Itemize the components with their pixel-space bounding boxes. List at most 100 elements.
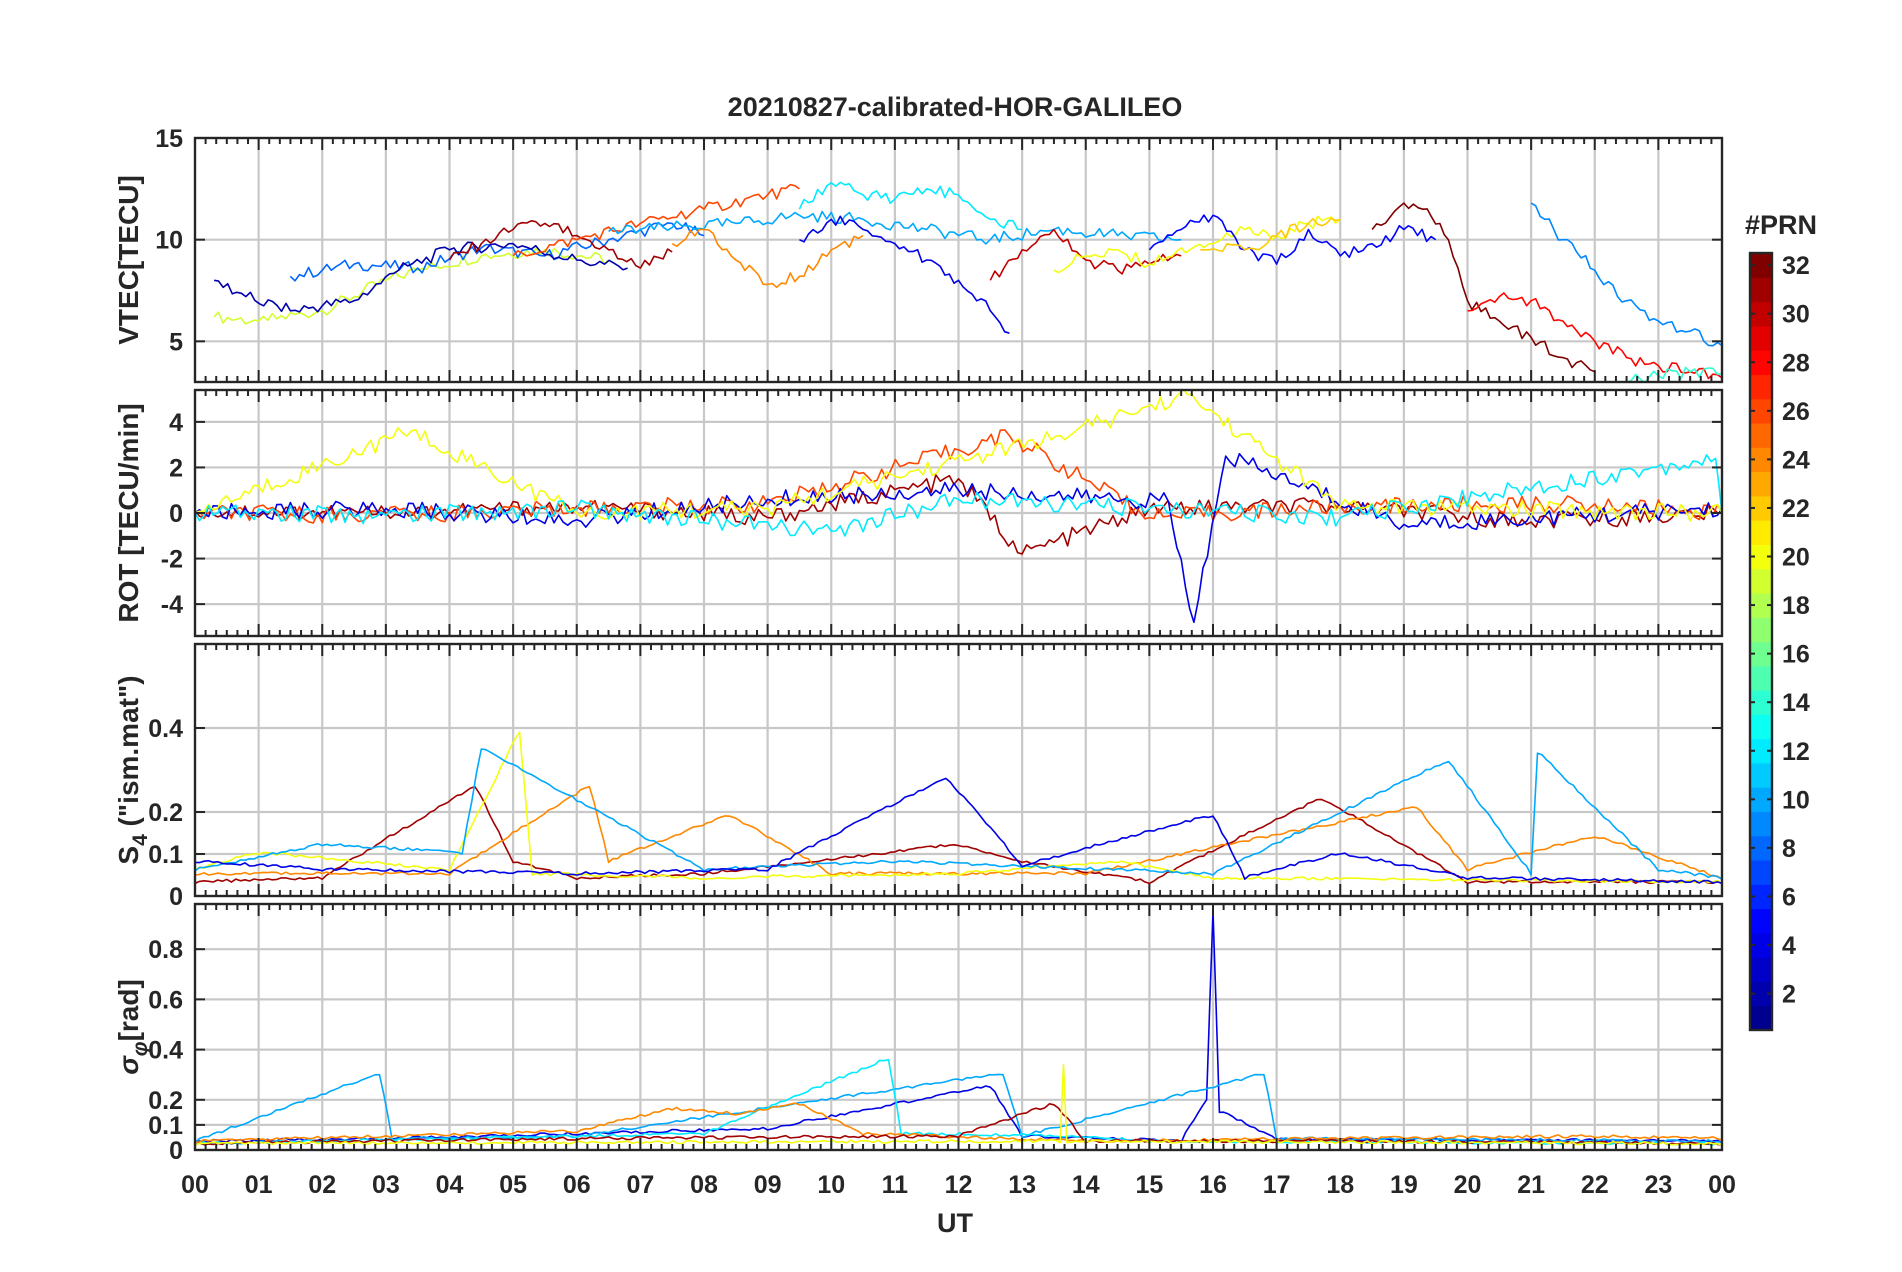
- rot-y-tick-label: -4: [161, 591, 183, 619]
- colorbar-tick-label: 2: [1782, 981, 1796, 1009]
- colorbar-segment: [1750, 738, 1772, 764]
- x-tick-label: 23: [1644, 1171, 1672, 1199]
- vtec-series-prn-20: [1053, 215, 1341, 274]
- sigma_phi-y-tick-label: 0.6: [148, 986, 183, 1014]
- colorbar-tick-label: 28: [1782, 349, 1810, 377]
- x-axis-tick-labels: 00 01 02 03 04 05 06 07 08 09 10 11 12 13 14 15 16 17 18 19…: [181, 1171, 1736, 1199]
- x-tick-label: 15: [1135, 1171, 1163, 1199]
- s4-y-tick-label: 0.2: [148, 799, 183, 827]
- sigma_phi-y-tick-label: 0.4: [148, 1037, 183, 1065]
- colorbar-segment: [1750, 422, 1772, 448]
- vtec-series-prn-5: [1148, 214, 1437, 265]
- vtec-series-prn-2: [213, 241, 628, 313]
- x-tick-label: 04: [436, 1171, 464, 1199]
- colorbar-segment: [1750, 908, 1772, 934]
- panel-vtec: 5 10 15 VTEC[TECU]: [113, 125, 1724, 384]
- vtec-series-prn-32: [1371, 202, 1596, 373]
- x-tick-label: 08: [690, 1171, 718, 1199]
- x-axis-label: UT: [937, 1208, 973, 1238]
- x-tick-label: 12: [945, 1171, 973, 1199]
- x-tick-label: 00: [1708, 1171, 1736, 1199]
- colorbar-tick-label: 10: [1782, 786, 1810, 814]
- s4-y-tick-label: 0.1: [148, 841, 183, 869]
- x-tick-label: 05: [499, 1171, 527, 1199]
- vtec-y-tick-label: 5: [169, 328, 183, 356]
- colorbar-segment: [1750, 641, 1772, 667]
- colorbar-segment: [1750, 471, 1772, 497]
- colorbar-tick-label: 16: [1782, 641, 1810, 669]
- colorbar-segment: [1750, 787, 1772, 813]
- rot-y-tick-label: -2: [161, 546, 183, 574]
- vtec-series-prn-26: [512, 183, 800, 257]
- x-tick-label: 21: [1517, 1171, 1545, 1199]
- s4-y-tick-label: 0.4: [148, 715, 183, 743]
- rot-y-tick-label: 2: [169, 454, 183, 482]
- colorbar-segment: [1750, 568, 1772, 594]
- colorbar-label: #PRN: [1745, 210, 1817, 240]
- colorbar-tick-label: 8: [1782, 835, 1796, 863]
- s4-series-prn-10: [195, 748, 1722, 880]
- colorbar-segment: [1750, 835, 1772, 861]
- x-tick-label: 22: [1581, 1171, 1609, 1199]
- x-tick-label: 18: [1326, 1171, 1354, 1199]
- vtec-series-prn-12: [798, 181, 1023, 231]
- vtec-y-tick-label: 10: [155, 227, 183, 255]
- colorbar-frame: [1748, 251, 1774, 1032]
- x-tick-label: 06: [563, 1171, 591, 1199]
- colorbar-segment: [1750, 957, 1772, 983]
- colorbar-segment: [1750, 690, 1772, 715]
- colorbar-tick-label: 6: [1782, 883, 1796, 911]
- vtec-series-prn-9: [1530, 202, 1722, 347]
- sigma_phi-series-prn-20: [195, 1063, 1722, 1146]
- colorbar-segment: [1750, 1005, 1772, 1031]
- s4-series-group: [195, 731, 1722, 885]
- x-tick-label: 02: [308, 1171, 336, 1199]
- x-tick-label: 14: [1072, 1171, 1100, 1199]
- vtec-series-prn-22: [1200, 217, 1341, 253]
- colorbar-segment: [1750, 350, 1772, 376]
- x-tick-label: 19: [1390, 1171, 1418, 1199]
- colorbar-segment: [1750, 447, 1772, 473]
- colorbar-segment: [1750, 592, 1772, 618]
- colorbar-segment: [1750, 884, 1772, 910]
- x-tick-label: 07: [626, 1171, 654, 1199]
- colorbar-segment: [1750, 981, 1772, 1007]
- colorbar-tick-label: 4: [1782, 932, 1796, 960]
- colorbar-segment: [1750, 932, 1772, 958]
- rot-series-group: [195, 390, 1722, 624]
- vtec-series-prn-28: [1467, 292, 1722, 380]
- colorbar-segment: [1750, 325, 1772, 351]
- rot-series-prn-12: [195, 454, 1722, 537]
- panel-s4: 0 0.1 0.2 0.4S4 ("ism.mat"): [113, 642, 1724, 911]
- panel-rot: -4 -2 0 2 4 ROT [TECU/min]: [113, 388, 1724, 638]
- colorbar-tick-label: 12: [1782, 738, 1810, 766]
- x-tick-label: 17: [1263, 1171, 1291, 1199]
- chart-title: 20210827-calibrated-HOR-GALILEO: [728, 92, 1183, 122]
- colorbar-segment: [1750, 398, 1772, 424]
- colorbar-tick-label: 26: [1782, 398, 1810, 426]
- x-tick-label: 09: [754, 1171, 782, 1199]
- colorbar-segment: [1750, 301, 1772, 327]
- vtec-series-prn-31: [448, 220, 673, 269]
- sigma_phi-y-axis-label: σφ[rad]: [113, 979, 152, 1075]
- rot-y-tick-label: 4: [169, 409, 183, 437]
- colorbar-tick-label: 22: [1782, 495, 1810, 523]
- colorbar-segment: [1750, 665, 1772, 691]
- rot-y-tick-label: 0: [169, 500, 183, 528]
- colorbar-tick-label: 24: [1782, 446, 1810, 474]
- colorbar-segment: [1750, 617, 1772, 643]
- x-tick-label: 20: [1454, 1171, 1482, 1199]
- vtec-y-tick-label: 15: [155, 125, 183, 153]
- x-tick-label: 16: [1199, 1171, 1227, 1199]
- colorbar-segment: [1750, 544, 1772, 570]
- sigma_phi-y-tick-label: 0.2: [148, 1087, 183, 1115]
- vtec-series-group: [213, 181, 1722, 382]
- x-tick-label: 10: [817, 1171, 845, 1199]
- colorbar-segment: [1750, 253, 1772, 278]
- vtec-series-prn-24: [671, 228, 864, 289]
- colorbar-tick-label: 30: [1782, 301, 1810, 329]
- colorbar-tick-label: 18: [1782, 592, 1810, 620]
- x-tick-label: 11: [882, 1171, 909, 1199]
